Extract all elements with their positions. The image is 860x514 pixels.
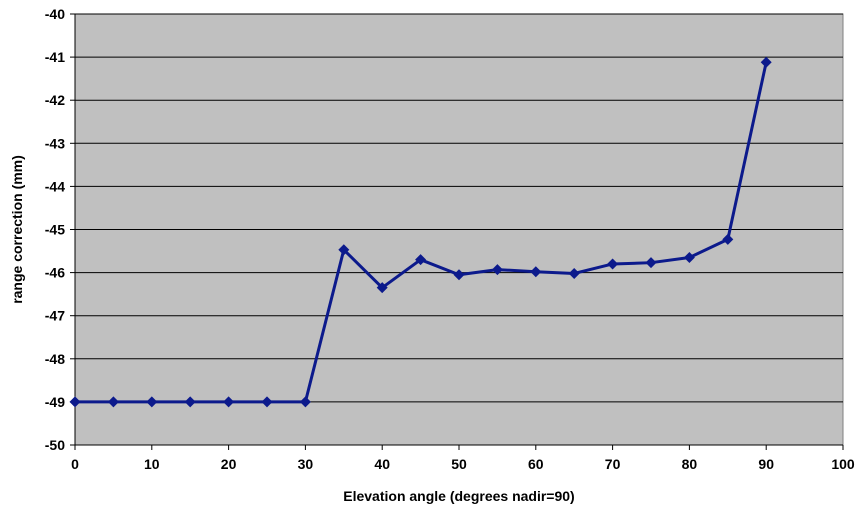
- x-axis-title: Elevation angle (degrees nadir=90): [343, 488, 574, 504]
- x-tick-label: 70: [605, 456, 621, 472]
- y-tick-label: -50: [45, 437, 65, 453]
- y-tick-label: -43: [45, 135, 65, 151]
- data-point-marker: [491, 264, 503, 276]
- data-point-marker: [607, 258, 619, 270]
- y-tick-label: -46: [45, 265, 65, 281]
- data-point-marker: [299, 396, 311, 408]
- series-layer: [69, 56, 772, 408]
- data-point-marker: [69, 396, 81, 408]
- x-tick-label: 0: [71, 456, 79, 472]
- y-tick-label: -49: [45, 394, 65, 410]
- y-tick-label: -44: [45, 178, 65, 194]
- data-point-marker: [184, 396, 196, 408]
- x-tick-label: 30: [298, 456, 314, 472]
- data-point-marker: [376, 282, 388, 294]
- y-tick-label: -48: [45, 351, 65, 367]
- x-tick-label: 90: [758, 456, 774, 472]
- data-point-marker: [683, 252, 695, 264]
- data-point-marker: [760, 56, 772, 68]
- x-tick-label: 80: [682, 456, 698, 472]
- data-point-marker: [415, 254, 427, 266]
- y-tick-label: -47: [45, 308, 65, 324]
- data-point-marker: [568, 267, 580, 279]
- y-tick-label: -42: [45, 92, 65, 108]
- x-tick-label: 100: [831, 456, 855, 472]
- x-tick-label: 50: [451, 456, 467, 472]
- x-tick-label: 20: [221, 456, 237, 472]
- x-tick-label: 10: [144, 456, 160, 472]
- data-point-marker: [107, 396, 119, 408]
- data-point-marker: [530, 266, 542, 278]
- tick-labels: -40 -41 -42 -43 -44 -45 -46 -47 -48 -49 -50 0 10 20 30…: [45, 6, 855, 472]
- x-tick-label: 40: [374, 456, 390, 472]
- y-tick-label: -41: [45, 49, 65, 65]
- data-point-marker: [645, 257, 657, 269]
- y-tick-label: -40: [45, 6, 65, 22]
- data-point-marker: [338, 244, 350, 256]
- data-point-marker: [453, 269, 465, 281]
- data-point-marker: [146, 396, 158, 408]
- y-axis-title: range correction (mm): [9, 155, 25, 304]
- y-tick-label: -45: [45, 222, 65, 238]
- x-tick-label: 60: [528, 456, 544, 472]
- data-point-marker: [722, 233, 734, 245]
- data-point-marker: [223, 396, 235, 408]
- data-point-marker: [261, 396, 273, 408]
